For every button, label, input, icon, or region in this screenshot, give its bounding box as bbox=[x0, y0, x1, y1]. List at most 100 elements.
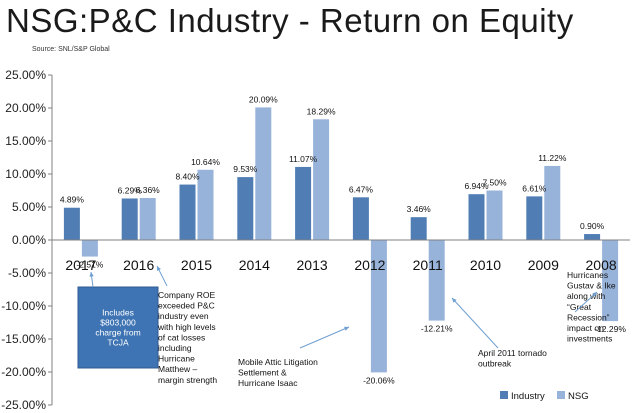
legend: Industry NSG bbox=[500, 391, 589, 402]
industry-bar-data-label: 9.53% bbox=[233, 164, 258, 174]
y-tick-label: 5.00% bbox=[12, 200, 46, 214]
annotation-text: of cat losses bbox=[158, 332, 205, 342]
nsg-bar-data-label: -2.51% bbox=[76, 260, 103, 270]
nsg-bar-data-label: 11.22% bbox=[538, 153, 567, 163]
callout-text: Includes bbox=[102, 308, 134, 318]
industry-bar-data-label: 6.61% bbox=[522, 183, 547, 193]
annotation-text: April 2011 tornado bbox=[478, 348, 547, 358]
nsg-bar-data-label: -12.29% bbox=[594, 324, 626, 334]
nsg-bar-data-label: 18.29% bbox=[307, 106, 336, 116]
industry-bar-data-label: 0.90% bbox=[580, 221, 605, 231]
annotation-text: Hurricane bbox=[158, 354, 195, 364]
nsg-bar-data-label: -20.06% bbox=[363, 375, 395, 385]
annotation-arrow bbox=[451, 297, 499, 349]
industry-bar bbox=[526, 196, 543, 240]
x-category-label: 2017 bbox=[65, 257, 96, 273]
nsg-bar bbox=[486, 190, 503, 240]
annotation-arrowhead bbox=[452, 298, 457, 303]
industry-bar bbox=[63, 207, 80, 240]
industry-bar bbox=[295, 166, 312, 240]
annotation-text: Gustav & Ike bbox=[567, 281, 616, 291]
industry-bar-data-label: 3.46% bbox=[407, 204, 432, 214]
nsg-bar bbox=[602, 240, 619, 322]
annotation-arrow bbox=[299, 326, 350, 349]
industry-bar bbox=[410, 217, 427, 240]
x-category-label: 2013 bbox=[297, 257, 328, 273]
callout-box bbox=[77, 286, 159, 369]
legend-label: NSG bbox=[568, 391, 589, 402]
y-tick-label: 15.00% bbox=[5, 134, 46, 148]
callout-text: charge from bbox=[95, 328, 140, 338]
annotation-text: margin strength bbox=[158, 375, 217, 385]
annotation-text: including bbox=[158, 343, 192, 353]
industry-bar-data-label: 6.29% bbox=[118, 185, 143, 195]
nsg-bar-data-label: 6.36% bbox=[136, 185, 161, 195]
y-tick-label: 25.00% bbox=[5, 68, 46, 82]
annotation-text: Recession” bbox=[567, 312, 610, 322]
annotation-text: impact on bbox=[567, 323, 604, 333]
x-category-label: 2008 bbox=[586, 257, 617, 273]
legend-swatch bbox=[500, 391, 508, 399]
nsg-bar bbox=[81, 240, 98, 257]
legend-swatch bbox=[557, 391, 565, 399]
annotation-text: exceeded P&C bbox=[158, 301, 215, 311]
annotation-text: industry even bbox=[158, 311, 209, 321]
legend-item-industry: Industry bbox=[500, 391, 545, 402]
axes-layer: 25.00% 20.00% 15.00% 10.00% 5.00% 0.00% -5.00%… bbox=[1, 68, 630, 412]
nsg-bar bbox=[139, 198, 156, 240]
data-labels-layer: 4.89% -2.51% 6.29%6.36% 8.40% 10.64% 9.53% 20.… bbox=[60, 94, 627, 385]
y-tick-label: 10.00% bbox=[5, 167, 46, 181]
annotation-text: Mobile Attic Litigation bbox=[238, 357, 318, 367]
industry-bar bbox=[237, 177, 254, 240]
nsg-bar bbox=[370, 240, 387, 373]
x-category-label: 2014 bbox=[239, 257, 270, 273]
annotation-text: “Great bbox=[567, 302, 592, 312]
annotation-text: with high levels bbox=[157, 322, 216, 332]
annotation-text: Settlement & bbox=[238, 368, 287, 378]
y-tick-label: -5.00% bbox=[8, 266, 46, 280]
x-category-label: 2015 bbox=[181, 257, 212, 273]
nsg-bar-data-label: 10.64% bbox=[191, 157, 220, 167]
chart-title: NSG:P&C Industry - Return on Equity bbox=[6, 2, 574, 39]
callout-text: $803,000 bbox=[100, 318, 136, 328]
nsg-bar bbox=[428, 240, 445, 321]
y-tick-label: -25.00% bbox=[1, 398, 46, 412]
annotation-arrowhead bbox=[157, 266, 161, 271]
annotation-arrowhead bbox=[592, 292, 597, 297]
annotation-text: Hurricanes bbox=[567, 270, 608, 280]
y-tick-label: 20.00% bbox=[5, 101, 46, 115]
legend-label: Industry bbox=[511, 391, 545, 402]
x-category-label: 2016 bbox=[123, 257, 154, 273]
y-tick-label: -15.00% bbox=[1, 332, 46, 346]
annotation-arrow bbox=[574, 291, 598, 313]
x-category-label: 2009 bbox=[528, 257, 559, 273]
annotation-text: along with bbox=[567, 291, 606, 301]
industry-bar-data-label: 8.40% bbox=[175, 172, 200, 182]
annotation-arrowhead bbox=[89, 272, 94, 277]
nsg-bar-data-label: 7.50% bbox=[482, 178, 507, 188]
industry-bar bbox=[352, 197, 369, 240]
nsg-bar bbox=[197, 169, 214, 240]
nsg-bar bbox=[544, 165, 561, 240]
nsg-bar bbox=[255, 107, 272, 240]
legend-item-nsg: NSG bbox=[557, 391, 589, 402]
annotation-text: investments bbox=[567, 334, 612, 344]
chart-source: Source: SNL/S&P Global bbox=[32, 46, 110, 53]
industry-bar-data-label: 6.94% bbox=[464, 181, 489, 191]
x-category-label: 2010 bbox=[470, 257, 501, 273]
industry-bar bbox=[468, 194, 485, 240]
nsg-bar-data-label: 20.09% bbox=[249, 94, 278, 104]
industry-bar bbox=[584, 234, 601, 240]
industry-bar-data-label: 6.47% bbox=[349, 184, 374, 194]
annotation-arrowhead bbox=[344, 326, 349, 331]
annotation-text: outbreak bbox=[478, 359, 512, 369]
industry-bar bbox=[121, 198, 138, 240]
nsg-bar bbox=[313, 119, 330, 240]
annotation-text: Company ROE bbox=[158, 290, 215, 300]
